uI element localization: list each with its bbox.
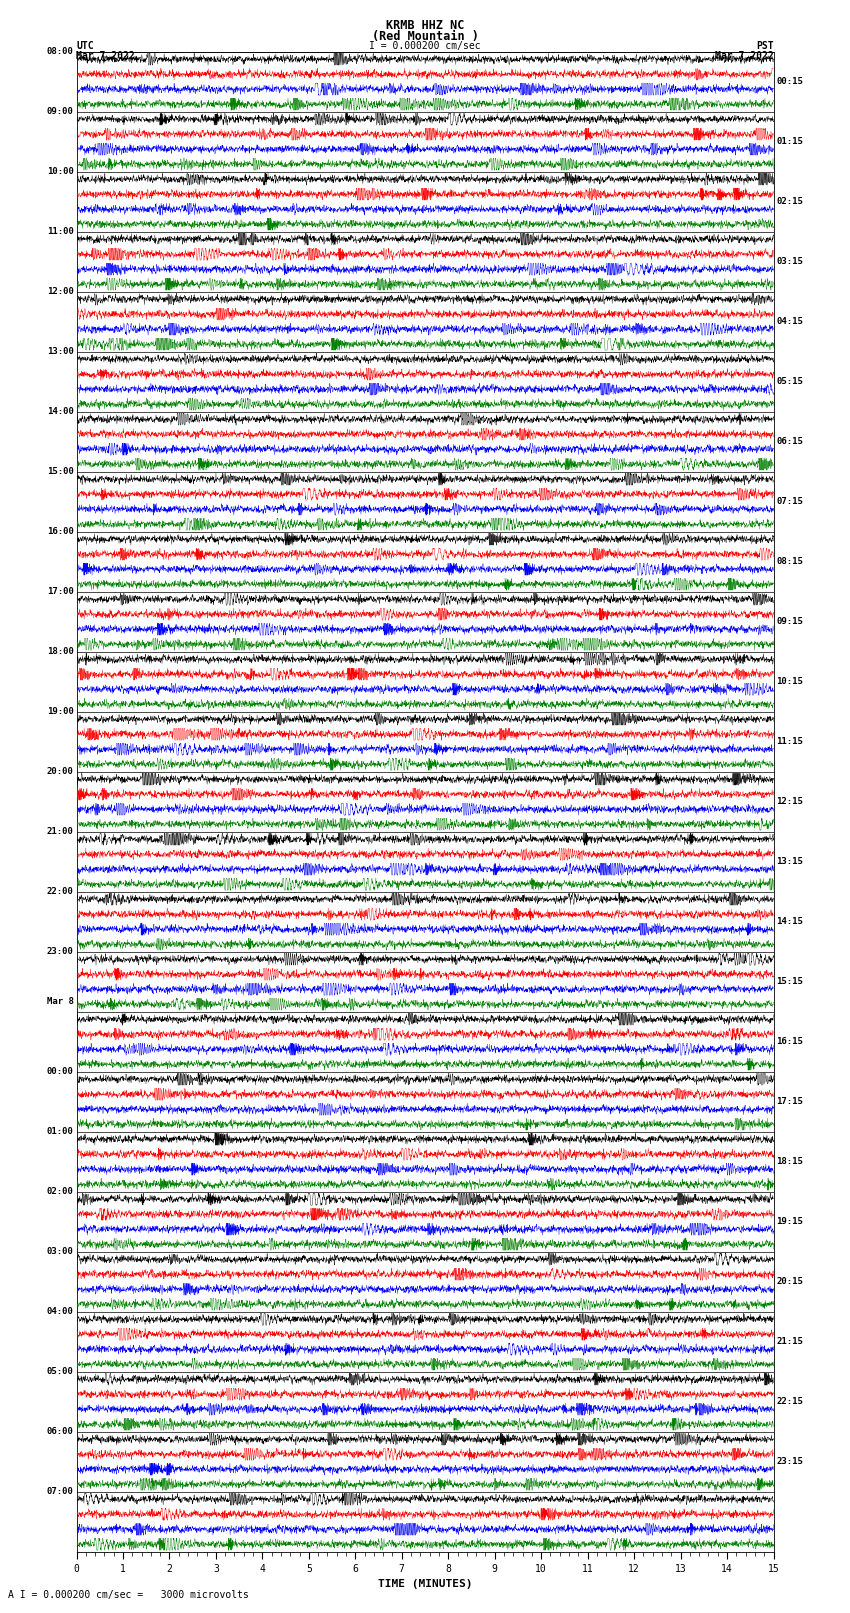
Text: 21:00: 21:00 <box>47 827 74 836</box>
Text: 17:00: 17:00 <box>47 587 74 597</box>
Text: 23:15: 23:15 <box>776 1457 803 1466</box>
Text: 10:15: 10:15 <box>776 677 803 686</box>
Text: 18:00: 18:00 <box>47 647 74 656</box>
Text: 21:15: 21:15 <box>776 1337 803 1347</box>
Text: 23:00: 23:00 <box>47 947 74 957</box>
Text: 22:15: 22:15 <box>776 1397 803 1407</box>
Text: A I = 0.000200 cm/sec =   3000 microvolts: A I = 0.000200 cm/sec = 3000 microvolts <box>8 1590 249 1600</box>
Text: 02:15: 02:15 <box>776 197 803 206</box>
Text: 16:15: 16:15 <box>776 1037 803 1047</box>
Text: 20:15: 20:15 <box>776 1277 803 1286</box>
Text: 08:00: 08:00 <box>47 47 74 56</box>
Text: 01:15: 01:15 <box>776 137 803 147</box>
Text: PST: PST <box>756 40 774 52</box>
Text: 03:15: 03:15 <box>776 256 803 266</box>
Text: 07:00: 07:00 <box>47 1487 74 1497</box>
Text: 11:00: 11:00 <box>47 227 74 235</box>
Text: 02:00: 02:00 <box>47 1187 74 1197</box>
Text: UTC: UTC <box>76 40 94 52</box>
Text: 13:15: 13:15 <box>776 857 803 866</box>
Text: 10:00: 10:00 <box>47 168 74 176</box>
Text: 16:00: 16:00 <box>47 527 74 536</box>
Text: 12:15: 12:15 <box>776 797 803 806</box>
Text: 20:00: 20:00 <box>47 768 74 776</box>
Text: 15:00: 15:00 <box>47 468 74 476</box>
Text: 05:15: 05:15 <box>776 377 803 386</box>
Text: 13:00: 13:00 <box>47 347 74 356</box>
Text: 04:00: 04:00 <box>47 1307 74 1316</box>
Text: 04:15: 04:15 <box>776 318 803 326</box>
Text: 14:00: 14:00 <box>47 406 74 416</box>
Text: 14:15: 14:15 <box>776 918 803 926</box>
Text: KRMB HHZ NC: KRMB HHZ NC <box>386 18 464 32</box>
Text: 05:00: 05:00 <box>47 1368 74 1376</box>
Text: 12:00: 12:00 <box>47 287 74 297</box>
Text: Mar 7,2022: Mar 7,2022 <box>715 50 774 61</box>
Text: 18:15: 18:15 <box>776 1157 803 1166</box>
Text: 07:15: 07:15 <box>776 497 803 506</box>
Text: (Red Mountain ): (Red Mountain ) <box>371 31 479 44</box>
Text: 17:15: 17:15 <box>776 1097 803 1107</box>
Text: 01:00: 01:00 <box>47 1127 74 1136</box>
Text: 11:15: 11:15 <box>776 737 803 747</box>
Text: 08:15: 08:15 <box>776 556 803 566</box>
X-axis label: TIME (MINUTES): TIME (MINUTES) <box>377 1579 473 1589</box>
Text: 15:15: 15:15 <box>776 977 803 986</box>
Text: 06:15: 06:15 <box>776 437 803 447</box>
Text: 19:00: 19:00 <box>47 706 74 716</box>
Text: 03:00: 03:00 <box>47 1247 74 1257</box>
Text: 09:15: 09:15 <box>776 618 803 626</box>
Text: 06:00: 06:00 <box>47 1428 74 1436</box>
Text: 22:00: 22:00 <box>47 887 74 897</box>
Text: 00:15: 00:15 <box>776 77 803 85</box>
Text: 09:00: 09:00 <box>47 106 74 116</box>
Text: 19:15: 19:15 <box>776 1218 803 1226</box>
Text: Mar 7,2022: Mar 7,2022 <box>76 50 135 61</box>
Text: Mar 8: Mar 8 <box>47 997 74 1007</box>
Text: I = 0.000200 cm/sec: I = 0.000200 cm/sec <box>369 40 481 52</box>
Text: 00:00: 00:00 <box>47 1068 74 1076</box>
